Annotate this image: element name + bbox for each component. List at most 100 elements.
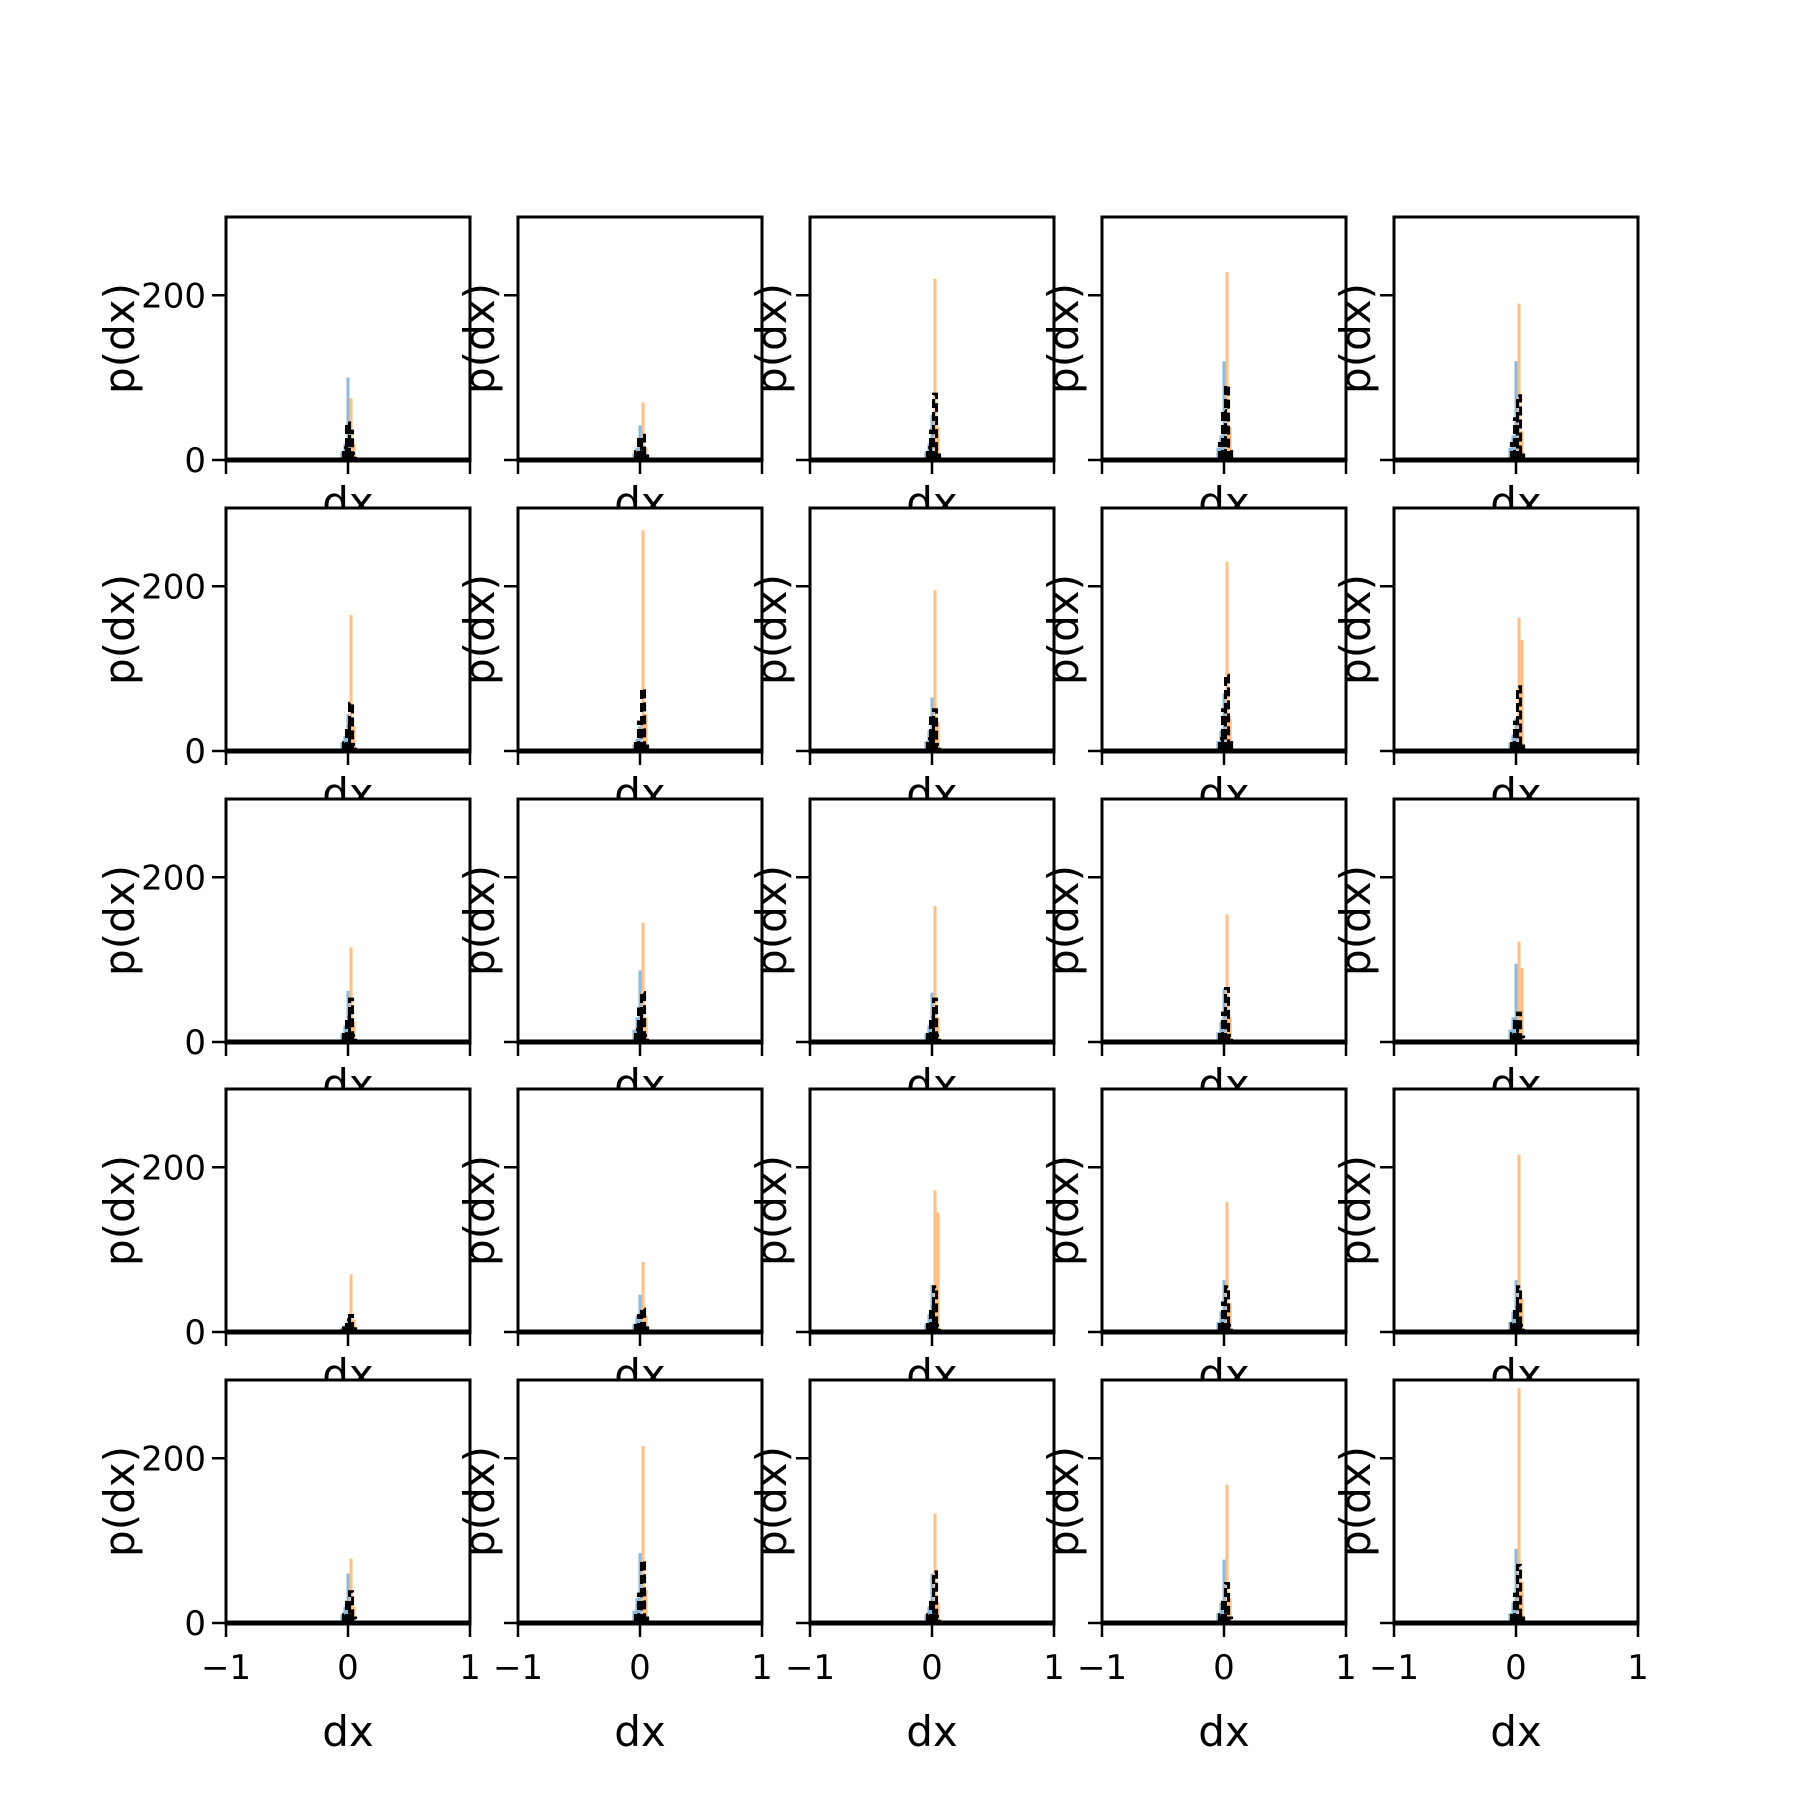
hist-bar-a — [632, 1323, 636, 1332]
y-axis-label: p(dx) — [747, 865, 796, 976]
y-axis-label: p(dx) — [747, 283, 796, 394]
hist-step-c — [1516, 394, 1523, 460]
x-tick-label: 0 — [1213, 1648, 1235, 1688]
hist-bar-a — [1511, 1602, 1515, 1623]
hist-step-c — [351, 742, 358, 751]
hist-bar-b — [1228, 1598, 1232, 1623]
hist-step-c — [640, 687, 647, 751]
x-axis-label: dx — [322, 1707, 374, 1756]
subplot-4-5: p(dx) — [1331, 1087, 1640, 1346]
hist-bar-b — [1520, 639, 1524, 751]
hist-step-c — [1220, 1600, 1228, 1623]
hist-bar-b — [933, 1190, 937, 1332]
x-tick-label: 1 — [751, 1648, 773, 1688]
hist-step-c — [932, 708, 939, 751]
hist-bar-a — [638, 970, 642, 1042]
hist-bar-b — [641, 1445, 645, 1623]
hist-bar-a — [924, 741, 928, 751]
hist-step-c — [1224, 986, 1231, 1042]
hist-bar-b — [352, 443, 356, 460]
hist-step-c — [1519, 741, 1526, 751]
hist-bar-b — [936, 1602, 940, 1623]
hist-bar-b — [1228, 1303, 1232, 1332]
hist-step-c — [643, 741, 650, 751]
x-tick-label: 0 — [629, 1648, 651, 1688]
hist-bar-b — [1225, 914, 1229, 1042]
subplot-1-4: p(dx) — [1039, 215, 1348, 474]
hist-step-c — [935, 742, 942, 751]
y-axis-label: p(dx) — [1039, 574, 1088, 685]
hist-bar-a — [346, 377, 350, 460]
hist-bar-a — [346, 1573, 350, 1623]
hist-bar-a — [638, 1552, 642, 1623]
y-axis-label: p(dx) — [95, 574, 144, 685]
axes-background — [226, 1089, 470, 1333]
subplot-grid: dxdxdxdxdxdxdxdxdxdxdxdxdxdxdxdxdxdxdxdx… — [95, 215, 1649, 1756]
x-tick-label: 1 — [1335, 1648, 1357, 1688]
y-axis-label: p(dx) — [95, 283, 144, 394]
hist-bar-a — [1511, 435, 1515, 460]
hist-bar-b — [1520, 1299, 1524, 1332]
hist-step-c — [1512, 1305, 1520, 1332]
y-tick-label: 200 — [141, 276, 206, 316]
hist-bar-a — [1514, 718, 1518, 751]
hist-bar-b — [349, 615, 353, 751]
y-axis-label: p(dx) — [1039, 865, 1088, 976]
hist-bar-a — [1511, 1311, 1515, 1332]
y-axis-label: p(dx) — [95, 865, 144, 976]
hist-step-c — [1224, 1581, 1231, 1623]
hist-step-c — [1227, 448, 1234, 460]
x-axis-label: dx — [906, 1707, 958, 1756]
hist-bar-a — [1508, 1613, 1512, 1623]
hist-bar-a — [1219, 1602, 1223, 1623]
hist-bar-a — [1511, 1017, 1515, 1042]
hist-step-c — [935, 1033, 942, 1042]
hist-bar-a — [343, 443, 347, 460]
hist-bar-a — [1508, 1322, 1512, 1332]
hist-bar-b — [644, 1017, 648, 1042]
hist-step-c — [1224, 1285, 1231, 1332]
hist-bar-a — [1508, 1029, 1512, 1042]
x-tick-label: −1 — [785, 1648, 835, 1688]
x-tick-label: −1 — [201, 1648, 251, 1688]
hist-step-c — [932, 997, 939, 1042]
hist-bar-a — [632, 1029, 636, 1042]
y-tick-label: 200 — [141, 567, 206, 607]
hist-bar-a — [1222, 1280, 1226, 1332]
hist-bar-b — [1517, 303, 1521, 460]
hist-bar-b — [936, 1212, 940, 1332]
hist-bar-a — [638, 425, 642, 460]
subplot-3-2: p(dx) — [455, 797, 764, 1056]
hist-step-c — [928, 1015, 936, 1042]
hist-bar-a — [340, 742, 344, 751]
hist-bar-a — [1514, 361, 1518, 460]
hist-bar-a — [1514, 963, 1518, 1042]
hist-bar-b — [933, 1513, 937, 1623]
hist-bar-a — [930, 697, 934, 751]
hist-step-c — [1519, 450, 1526, 460]
y-tick-label: 0 — [184, 1604, 206, 1644]
y-tick-label: 200 — [141, 1148, 206, 1188]
hist-bar-a — [343, 1606, 347, 1623]
hist-bar-b — [352, 726, 356, 751]
hist-bar-b — [644, 713, 648, 751]
hist-step-c — [1519, 1613, 1526, 1623]
subplot-5-3: −1 0 1 p(dx) — [747, 1378, 1065, 1688]
hist-bar-b — [641, 922, 645, 1042]
hist-bar-b — [1228, 1017, 1232, 1042]
x-tick-label: 1 — [459, 1648, 481, 1688]
y-axis-label: p(dx) — [747, 1446, 796, 1557]
hist-step-c — [1227, 1323, 1234, 1332]
hist-bar-b — [1517, 1388, 1521, 1623]
hist-bar-b — [1517, 941, 1521, 1042]
hist-step-c — [348, 1590, 355, 1623]
x-tick-label: 0 — [1505, 1648, 1527, 1688]
hist-step-c — [1519, 1323, 1526, 1332]
subplot-3-5: p(dx) — [1331, 797, 1640, 1056]
hist-bar-a — [924, 1614, 928, 1623]
hist-bar-b — [349, 1274, 353, 1332]
